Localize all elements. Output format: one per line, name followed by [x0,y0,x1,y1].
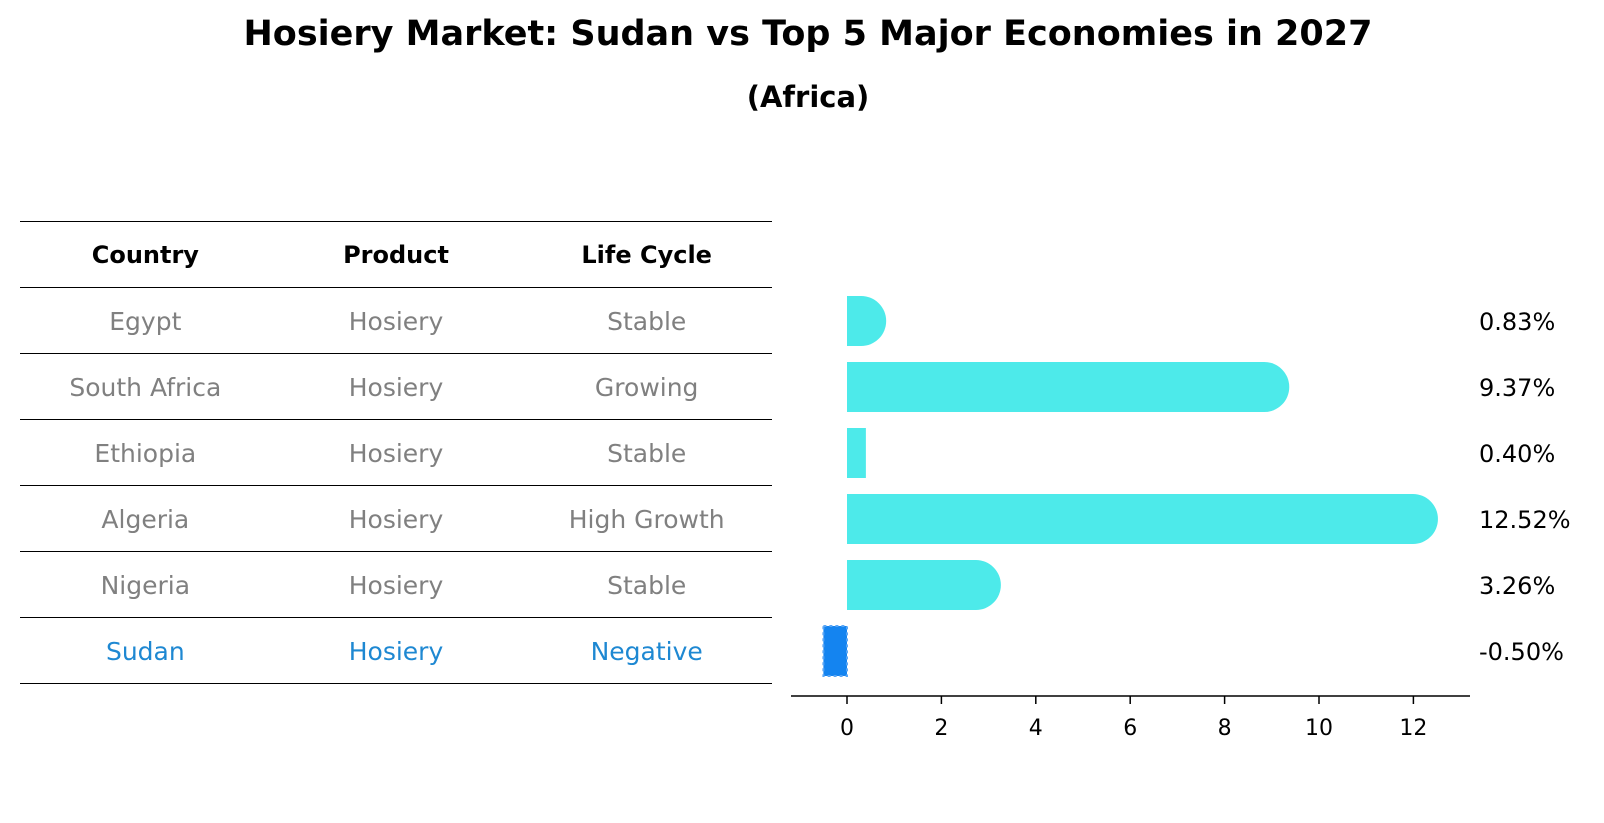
x-tick-label: 2 [934,716,948,741]
table-row: Algeria Hosiery High Growth [20,486,772,552]
life-cycle-cell: Growing [594,372,699,402]
x-tick-label: 6 [1123,716,1137,741]
bar [847,560,1001,610]
country-cell: South Africa [69,372,222,402]
chart-title: Hosiery Market: Sudan vs Top 5 Major Eco… [243,14,1373,54]
bar [847,296,887,346]
table-row: South Africa Hosiery Growing [20,354,772,420]
header-country: Country [91,241,199,269]
data-table: Country Product Life Cycle Egypt Hosiery… [20,221,772,684]
life-cycle-cell: Stable [607,306,687,336]
value-label: 0.83% [1479,308,1555,336]
x-tick-label: 10 [1305,716,1333,741]
value-label: 12.52% [1479,506,1571,534]
table-row-highlight: Sudan Hosiery Negative [20,618,772,684]
value-label: 0.40% [1479,440,1555,468]
country-cell: Egypt [109,306,182,336]
product-cell: Hosiery [348,438,444,468]
country-cell: Sudan [105,636,185,666]
bar [847,428,866,478]
header-product: Product [343,241,449,269]
product-cell: Hosiery [348,306,444,336]
product-cell: Hosiery [348,570,444,600]
x-tick-label: 12 [1399,716,1427,741]
value-label: 3.26% [1479,572,1555,600]
table-row: Ethiopia Hosiery Stable [20,420,772,486]
x-tick-label: 8 [1218,716,1232,741]
x-tick-label: 0 [840,716,854,741]
header-life-cycle: Life Cycle [581,241,712,269]
bar-highlight [822,625,849,677]
life-cycle-cell: Stable [607,438,687,468]
life-cycle-cell: Stable [607,570,687,600]
country-cell: Nigeria [100,570,191,600]
product-cell: Hosiery [348,372,444,402]
chart-subtitle: (Africa) [746,80,870,114]
table-row: Egypt Hosiery Stable [20,288,772,354]
table-row: Nigeria Hosiery Stable [20,552,772,618]
life-cycle-cell: Negative [590,636,703,666]
x-tick-label: 4 [1029,716,1043,741]
bar [847,362,1290,412]
bar [847,494,1438,544]
country-cell: Algeria [101,504,190,534]
value-label: 9.37% [1479,374,1555,402]
country-cell: Ethiopia [94,438,197,468]
product-cell: Hosiery [348,636,444,666]
life-cycle-cell: High Growth [568,504,725,534]
value-label: -0.50% [1479,638,1564,666]
product-cell: Hosiery [348,504,444,534]
table-header-row: Country Product Life Cycle [20,221,772,288]
